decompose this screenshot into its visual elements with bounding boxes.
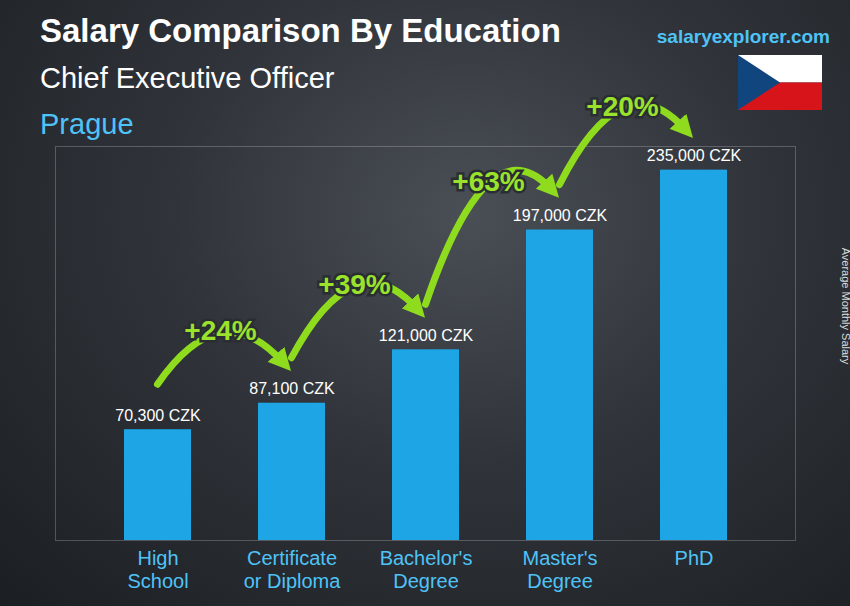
svg-text:Master'sDegree: Master'sDegree: [523, 547, 598, 592]
svg-text:Average Monthly Salary: Average Monthly Salary: [840, 248, 850, 365]
svg-text:+63%: +63%: [452, 166, 524, 197]
svg-text:HighSchool: HighSchool: [127, 547, 188, 592]
svg-text:235,000 CZK: 235,000 CZK: [647, 147, 742, 164]
svg-text:87,100 CZK: 87,100 CZK: [249, 380, 335, 397]
svg-text:121,000 CZK: 121,000 CZK: [379, 327, 474, 344]
svg-text:Certificateor Diploma: Certificateor Diploma: [244, 547, 342, 592]
svg-text:70,300 CZK: 70,300 CZK: [115, 407, 201, 424]
svg-text:+39%: +39%: [318, 269, 390, 300]
html-text:Chief Executive Officer: Chief Executive Officer: [40, 62, 335, 94]
svg-text:Bachelor'sDegree: Bachelor'sDegree: [380, 547, 473, 592]
svg-text:PhD: PhD: [675, 547, 714, 569]
svg-text:+20%: +20%: [586, 91, 658, 122]
svg-text:197,000 CZK: 197,000 CZK: [513, 207, 608, 224]
html-text:salaryexplorer.com: salaryexplorer.com: [656, 26, 830, 47]
html-text:Salary Comparison By Education: Salary Comparison By Education: [40, 12, 561, 49]
svg-text:+24%: +24%: [184, 315, 256, 346]
html-text:Prague: Prague: [40, 108, 134, 140]
